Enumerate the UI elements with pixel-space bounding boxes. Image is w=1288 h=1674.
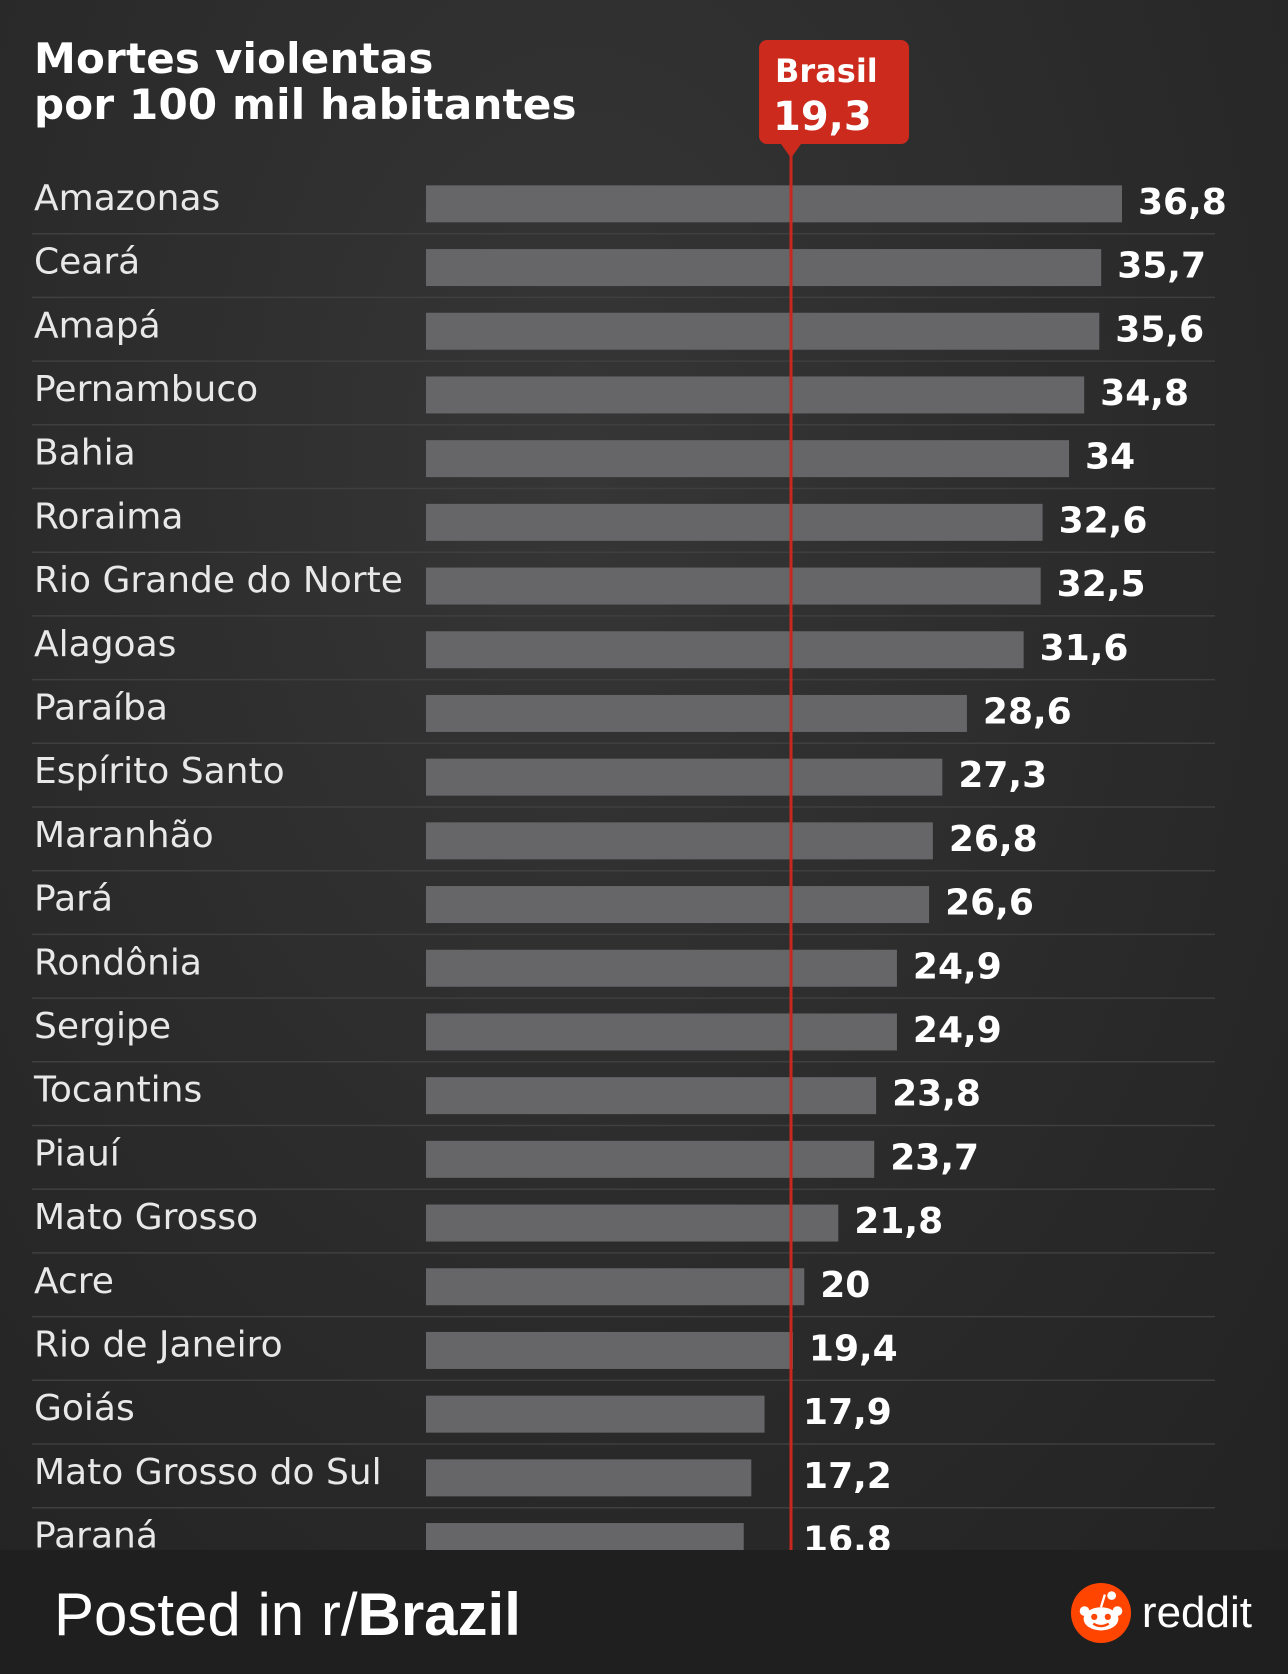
- value-label: 17,2: [803, 1456, 892, 1497]
- bar: [426, 1459, 752, 1497]
- bar: [426, 1523, 744, 1550]
- posted-in-text[interactable]: Posted in r/Brazil: [54, 1580, 521, 1649]
- value-label: 24,9: [913, 946, 1002, 987]
- category-label: Bahia: [34, 433, 136, 474]
- bar: [426, 694, 967, 732]
- reddit-brand[interactable]: reddit: [1070, 1580, 1252, 1646]
- category-label: Rondônia: [34, 942, 202, 983]
- reddit-icon: [1070, 1582, 1131, 1644]
- category-label: Goiás: [34, 1388, 135, 1429]
- value-label: 27,3: [958, 755, 1047, 796]
- chart-panel: Mortes violentas por 100 mil habitantes …: [0, 0, 1288, 1550]
- value-label: 34: [1085, 437, 1135, 478]
- bar: [426, 1268, 805, 1306]
- bar: [426, 503, 1043, 541]
- reddit-wordmark: reddit: [1141, 1588, 1252, 1637]
- category-label: Espírito Santo: [34, 751, 285, 792]
- value-label: 20: [820, 1265, 870, 1306]
- value-label: 35,7: [1117, 246, 1206, 287]
- category-label: Piauí: [34, 1133, 121, 1174]
- value-label: 35,6: [1115, 309, 1204, 350]
- value-label: 32,5: [1057, 564, 1146, 605]
- bar-chart: Amazonas 36,8 Ceará 35,7 Amapá 35,6 Pernambuco…: [32, 40, 1227, 1550]
- value-label: 21,8: [854, 1201, 943, 1242]
- value-label: 19,4: [809, 1328, 898, 1369]
- posted-prefix: Posted in r/: [54, 1581, 358, 1648]
- chart-title-line-2: por 100 mil habitantes: [34, 80, 577, 129]
- reference-callout-pointer: [781, 144, 802, 158]
- bar: [426, 249, 1102, 287]
- chart-title-line-1: Mortes violentas: [34, 34, 434, 83]
- bar: [426, 1395, 765, 1433]
- value-label: 28,6: [983, 691, 1072, 732]
- value-label: 23,8: [892, 1074, 981, 1115]
- footer-bar: Posted in r/Brazil reddit: [0, 1550, 1288, 1674]
- category-label: Pará: [34, 879, 113, 920]
- category-label: Rio de Janeiro: [34, 1324, 283, 1365]
- category-label: Tocantins: [33, 1070, 202, 1111]
- value-label: 34,8: [1100, 373, 1189, 414]
- bar: [426, 440, 1070, 478]
- bar: [426, 1331, 793, 1369]
- category-label: Maranhão: [34, 815, 214, 856]
- value-label: 24,9: [913, 1010, 1002, 1051]
- bar: [426, 886, 930, 924]
- value-label: 32,6: [1059, 500, 1148, 541]
- category-label: Rio Grande do Norte: [34, 560, 403, 601]
- value-label: 36,8: [1138, 182, 1227, 223]
- category-label: Mato Grosso: [34, 1197, 258, 1238]
- category-label: Alagoas: [34, 624, 176, 665]
- bar: [426, 185, 1122, 223]
- category-label: Paraíba: [34, 687, 168, 728]
- bar: [426, 1204, 839, 1242]
- value-label: 17,9: [803, 1392, 892, 1433]
- category-label: Roraima: [34, 496, 183, 537]
- category-label: Paraná: [34, 1516, 158, 1550]
- category-label: Ceará: [34, 242, 140, 283]
- category-label: Sergipe: [34, 1006, 171, 1047]
- category-label: Acre: [34, 1261, 114, 1302]
- bar: [426, 376, 1085, 414]
- value-label: 23,7: [890, 1137, 979, 1178]
- subreddit-name[interactable]: Brazil: [357, 1581, 521, 1648]
- category-label: Amapá: [34, 305, 161, 346]
- bar: [426, 1077, 877, 1115]
- bar: [426, 822, 933, 860]
- bar: [426, 1140, 875, 1178]
- category-label: Amazonas: [34, 178, 220, 219]
- reference-callout-box: [759, 40, 910, 144]
- category-label: Mato Grosso do Sul: [34, 1452, 382, 1493]
- reference-value: 19,3: [773, 94, 872, 140]
- value-label: 31,6: [1040, 628, 1129, 669]
- bar: [426, 758, 943, 796]
- value-label: 26,6: [945, 883, 1034, 924]
- category-label: Pernambuco: [34, 369, 258, 410]
- value-label: 26,8: [949, 819, 1038, 860]
- value-label: 16,8: [803, 1520, 892, 1550]
- bar: [426, 631, 1024, 669]
- reference-name: Brasil: [775, 52, 878, 90]
- bar: [426, 567, 1041, 605]
- bar: [426, 312, 1100, 350]
- bar: [426, 1013, 897, 1051]
- bar: [426, 949, 897, 987]
